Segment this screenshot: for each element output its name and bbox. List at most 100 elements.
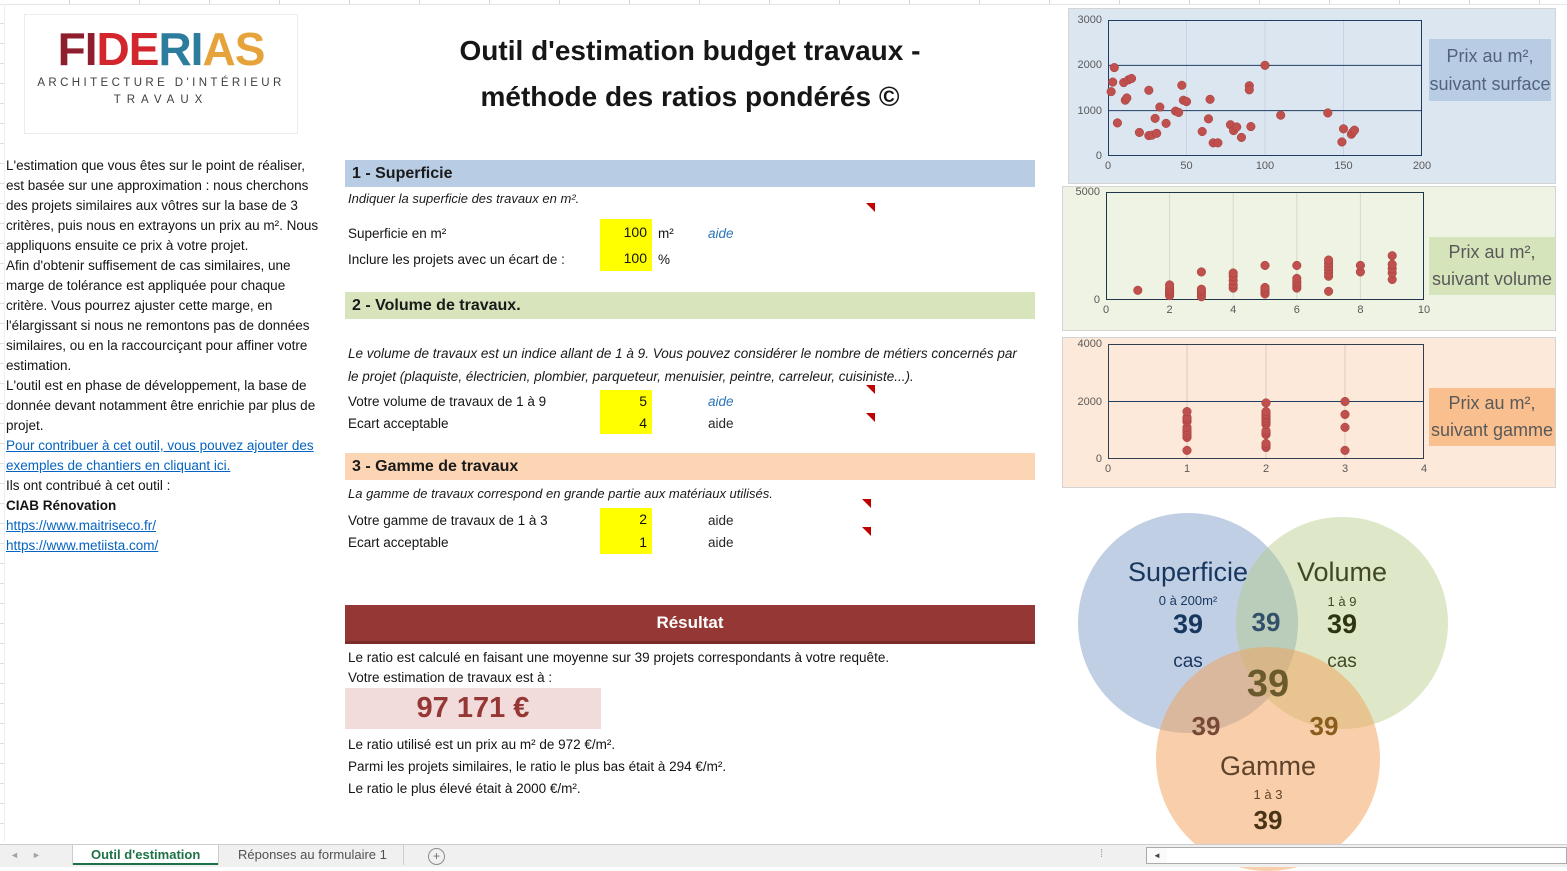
data-point — [1144, 85, 1154, 95]
data-point — [1261, 438, 1271, 449]
superficie-input[interactable]: 100 — [600, 219, 652, 245]
chart-title-box: Prix au m², suivant volume — [1429, 237, 1555, 295]
data-point — [1260, 60, 1270, 70]
section-superficie-note: Indiquer la superficie des travaux en m²… — [348, 191, 580, 206]
data-point — [1340, 445, 1350, 455]
result-line-1: Le ratio est calculé en faisant une moye… — [348, 650, 890, 665]
result-line-2: Votre estimation de travaux est à : — [348, 670, 553, 685]
x-axis-tick-label: 0 — [1104, 463, 1112, 475]
venn-gamme-count: 39 — [1253, 805, 1283, 835]
venn-diagram[interactable]: Superficie 0 à 200m² 39 cas Volume 1 à 9… — [1060, 505, 1560, 871]
logo-letter: A — [202, 23, 235, 75]
venn-volume-count: 39 — [1326, 609, 1358, 639]
x-axis-tick-label: 150 — [1334, 160, 1353, 172]
data-point — [1261, 398, 1271, 408]
venn-superficie-cas: cas — [1173, 651, 1203, 672]
data-point — [1338, 124, 1349, 134]
volume-input[interactable]: 5 — [600, 390, 652, 412]
gamme-ecart-aide: aide — [708, 535, 734, 550]
data-point — [1276, 110, 1286, 120]
volume-aide-link[interactable]: aide — [708, 394, 734, 409]
x-axis-tick-label: 0 — [1102, 304, 1110, 316]
x-axis-tick-label: 4 — [1230, 304, 1237, 316]
data-point — [1260, 260, 1270, 270]
add-sheet-button[interactable]: + — [428, 848, 445, 865]
superficie-label: Superficie en m² — [348, 226, 447, 241]
chart-title-box: Prix au m², suivant surface — [1429, 39, 1551, 101]
superficie-ecart-input[interactable]: 100 — [600, 245, 652, 271]
section-volume-header: 2 - Volume de travaux. — [345, 292, 1035, 319]
result-ratio-max: Le ratio le plus élevé était à 2000 €/m²… — [348, 781, 581, 796]
data-point — [1174, 107, 1184, 118]
tabbar-resize-handle-icon[interactable]: ⁞ — [1100, 848, 1104, 860]
comment-indicator-icon — [866, 385, 875, 394]
logo-letter: E — [128, 23, 160, 75]
gamme-aide: aide — [708, 513, 734, 528]
data-point — [1387, 251, 1397, 261]
scatter-chart-price-by-volume[interactable]: Prix au m², suivant volume 0 2 4 6 8 10 0 5000 — [1062, 186, 1556, 331]
result-ratio-min: Parmi les projets similaires, le ratio l… — [348, 759, 727, 774]
chart-title-box: Prix au m², suivant gamme — [1429, 388, 1555, 446]
data-point — [1324, 255, 1334, 265]
sheet-nav-next-icon[interactable]: ► — [32, 850, 41, 860]
data-point — [1112, 118, 1122, 128]
section-gamme-note: La gamme de travaux correspond en grande… — [348, 486, 773, 501]
x-axis-tick-label: 3 — [1341, 463, 1349, 475]
data-point — [1292, 273, 1302, 283]
gamme-ecart-input[interactable]: 1 — [600, 531, 652, 554]
result-ratio-used: Le ratio utilisé est un prix au m² de 97… — [348, 737, 616, 752]
maitriseco-link[interactable]: https://www.maitriseco.fr/ — [6, 518, 157, 533]
data-point — [1205, 94, 1215, 104]
tab-reponses-formulaire[interactable]: Réponses au formulaire 1 — [222, 845, 404, 865]
data-point — [1387, 259, 1397, 269]
data-point — [1323, 108, 1333, 118]
data-point — [1244, 85, 1254, 95]
logo-letter: S — [234, 23, 266, 75]
result-amount: 97 171 € — [345, 688, 601, 729]
chart-plot-area — [1106, 192, 1424, 302]
contribute-link[interactable]: Pour contribuer à cet outil, vous pouvez… — [6, 438, 314, 473]
data-point — [1155, 102, 1165, 112]
x-axis-tick-label: 100 — [1255, 160, 1275, 172]
logo-subtitle: ARCHITECTURE D'INTÉRIEUR — [37, 77, 285, 89]
gamme-ecart-label: Ecart acceptable — [348, 535, 449, 550]
volume-ecart-input[interactable]: 4 — [600, 412, 652, 434]
data-point — [1152, 128, 1162, 138]
superficie-aide-link[interactable]: aide — [708, 226, 734, 241]
tab-outil-destimation[interactable]: Outil d'estimation — [72, 845, 220, 865]
data-point — [1260, 282, 1270, 293]
chart-plot-area — [1106, 20, 1422, 156]
section-volume-note: Le volume de travaux est un indice allan… — [348, 346, 1017, 384]
venn-gamme-name: Gamme — [1219, 751, 1317, 781]
hscroll-left-arrow-icon[interactable]: ◄ — [1146, 847, 1168, 864]
venn-overlap-superficie-volume: 39 — [1251, 607, 1281, 637]
superficie-unit: m² — [658, 226, 674, 241]
x-axis-tick-label: 8 — [1357, 304, 1364, 316]
superficie-ecart-unit: % — [658, 252, 671, 267]
chart-plot-area — [1108, 344, 1424, 459]
intro-panel: L'estimation que vous êtes sur le point … — [6, 156, 326, 556]
horizontal-scrollbar[interactable] — [1167, 847, 1567, 864]
scatter-chart-price-by-gamme[interactable]: Prix au m², suivant gamme 0 1 2 3 4 0 2000 4000 — [1062, 337, 1556, 488]
data-point — [1355, 260, 1365, 270]
data-point — [1165, 280, 1175, 290]
data-point — [1109, 63, 1119, 73]
data-point — [1228, 268, 1238, 278]
page-title: Outil d'estimation budget travaux - méth… — [459, 35, 921, 112]
superficie-ecart-label: Inclure les projets avec un écart de : — [348, 252, 565, 267]
sheet-tab-bar: ◄ ► Outil d'estimation Réponses au formu… — [0, 844, 1567, 867]
comment-indicator-icon — [862, 527, 871, 536]
gamme-input[interactable]: 2 — [600, 508, 652, 531]
intro-paragraph-3: L'outil est en phase de développement, l… — [6, 378, 316, 433]
sheet-nav-prev-icon[interactable]: ◄ — [10, 850, 19, 860]
data-point — [1181, 97, 1192, 107]
data-point — [1133, 285, 1143, 295]
scatter-chart-price-by-surface[interactable]: Prix au m², suivant surface 0 50 100 150 200… — [1068, 8, 1556, 184]
data-point — [1108, 77, 1118, 87]
volume-label: Votre volume de travaux de 1 à 9 — [348, 394, 547, 409]
metiista-link[interactable]: https://www.metiista.com/ — [6, 538, 159, 553]
data-point — [1261, 407, 1271, 417]
data-point — [1150, 113, 1160, 123]
gamme-label: Votre gamme de travaux de 1 à 3 — [348, 513, 548, 528]
venn-overlap-superficie-gamme: 39 — [1191, 711, 1221, 741]
